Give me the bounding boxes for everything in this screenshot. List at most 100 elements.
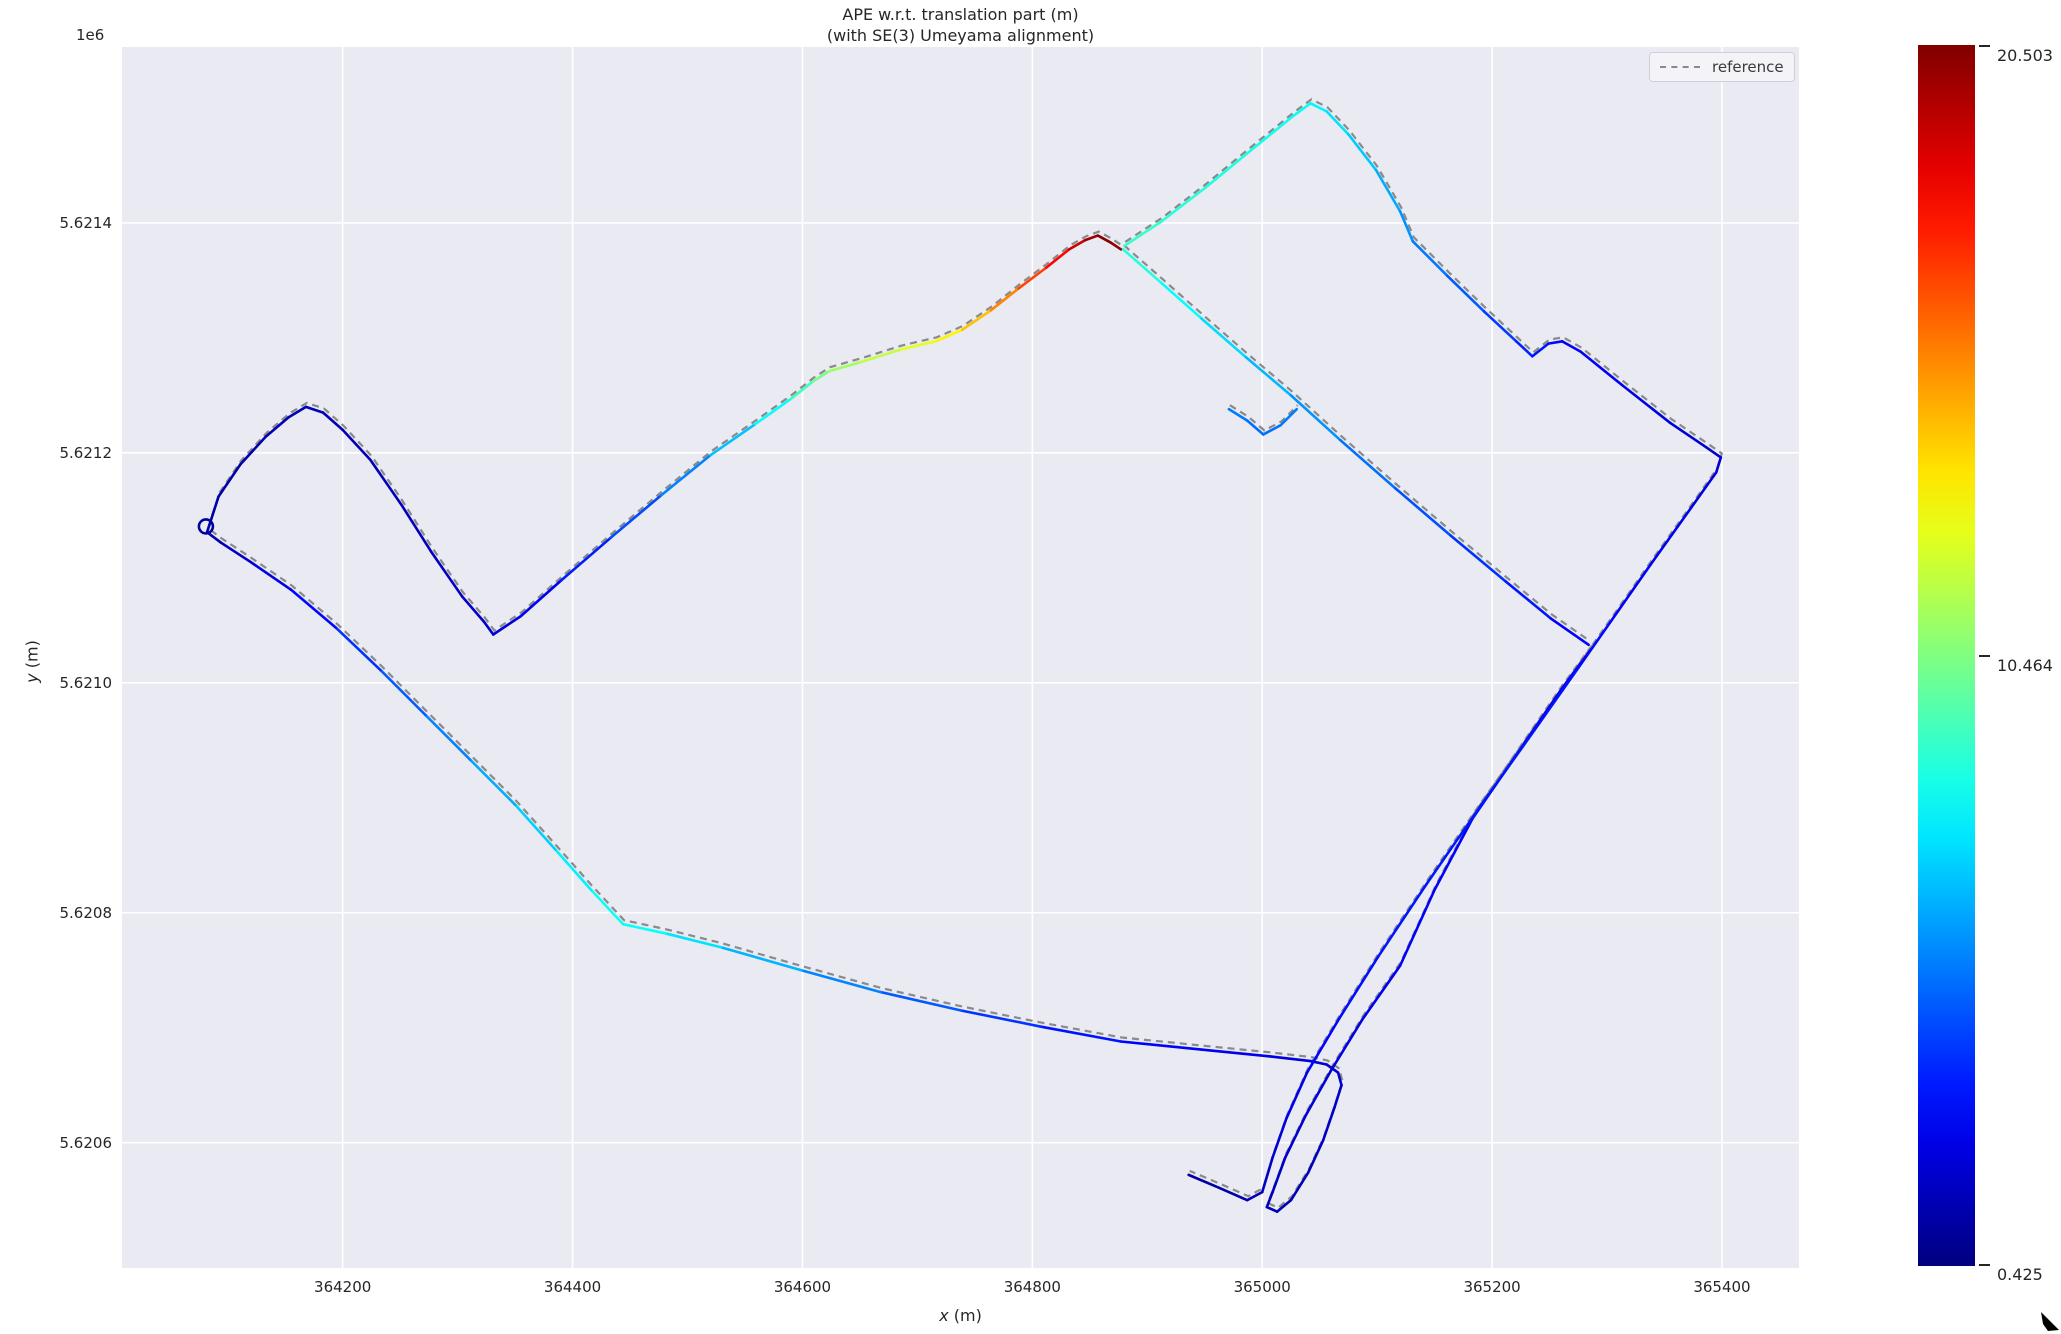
x-tick-label: 364800 — [1003, 1278, 1061, 1296]
estimate-trajectory-segment — [1067, 238, 1087, 251]
estimate-trajectory-segment — [559, 536, 612, 582]
estimate-trajectory-segment — [1245, 1190, 1264, 1202]
estimate-trajectory-segment — [879, 990, 963, 1012]
reference-trajectory — [206, 230, 1593, 1209]
estimate-trajectory-segment — [960, 308, 993, 332]
colorbar — [1918, 45, 1975, 1266]
estimate-trajectory-segment — [482, 620, 495, 636]
estimate-trajectory-segment — [1017, 266, 1048, 290]
estimate-trajectory-segment — [1577, 620, 1612, 670]
estimate-trajectory-segment — [811, 369, 831, 383]
estimate-trajectory-segment — [800, 968, 882, 994]
estimate-trajectory-segment — [205, 495, 220, 534]
estimate-trajectory-segment — [1289, 1171, 1310, 1202]
estimate-trajectory-segment — [1325, 110, 1350, 136]
estimate-trajectory-segment — [1668, 421, 1708, 449]
estimate-trajectory-segment — [1268, 1055, 1312, 1063]
estimate-trajectory-segment — [1309, 102, 1328, 113]
estimate-trajectory-segment — [1271, 1156, 1287, 1194]
estimate-trajectory-segment — [1394, 487, 1453, 537]
estimate-trajectory-segment — [1265, 1205, 1279, 1213]
y-tick-label: 5.6210 — [59, 673, 113, 692]
estimate-trajectory-segment — [1374, 168, 1402, 213]
estimate-trajectory-segment — [1321, 1105, 1336, 1142]
estimate-trajectory-segment — [1531, 342, 1550, 358]
estimate-trajectory-segment — [1122, 220, 1163, 248]
estimate-trajectory-segment — [1398, 888, 1436, 967]
estimate-trajectory-segment — [934, 328, 964, 343]
estimate-trajectory-segment — [341, 428, 372, 462]
colorbar-label-min: 0.425 — [1997, 1265, 2043, 1284]
estimate-trajectory-segment — [289, 588, 338, 629]
y-tick-label: 5.6206 — [59, 1133, 113, 1152]
estimate-trajectory-segment — [519, 579, 563, 618]
estimate-trajectory-segment — [1337, 955, 1380, 1020]
estimate-trajectory-segment — [1200, 1048, 1272, 1058]
estimate-trajectory-segment — [1289, 394, 1342, 442]
estimate-trajectory-segment — [1560, 340, 1582, 353]
x-axis-label: x (m) — [122, 1306, 1799, 1325]
estimate-trajectory-segment — [659, 453, 712, 497]
estimate-trajectory-segment — [379, 668, 427, 717]
estimate-trajectory-segment — [1262, 423, 1282, 436]
estimate-trajectory-segment — [1579, 350, 1624, 387]
estimate-trajectory-segment — [1283, 1113, 1308, 1159]
estimate-trajectory-segment — [1433, 817, 1474, 892]
estimate-trajectory-segment — [1083, 234, 1100, 242]
estimate-trajectory-segment — [1333, 1083, 1343, 1109]
estimate-trajectory-segment — [1265, 1190, 1274, 1209]
reference-trajectory — [1229, 404, 1299, 432]
colorbar-tick-mid — [1979, 655, 1990, 657]
estimate-trajectory-segment — [287, 405, 308, 419]
estimate-trajectory-segment — [1204, 149, 1253, 189]
estimate-trajectory-segment — [1187, 1173, 1220, 1189]
estimate-trajectory-segment — [1620, 383, 1672, 425]
estimate-trajectory-segment — [1325, 1063, 1340, 1074]
estimate-trajectory-segment — [1200, 317, 1248, 359]
estimate-trajectory-segment — [589, 888, 625, 926]
estimate-trajectory-segment — [1119, 1040, 1203, 1051]
estimate-trajectory-segment — [239, 435, 267, 466]
estimate-trajectory-segment — [1249, 114, 1295, 152]
estimate-trajectory-segment — [1449, 534, 1508, 583]
x-tick-label: 364600 — [773, 1278, 832, 1296]
estimate-trajectory-segment — [664, 932, 723, 949]
estimate-trajectory-segment — [900, 340, 938, 351]
estimate-trajectory-segment — [754, 397, 793, 426]
legend-box: reference — [1649, 52, 1795, 82]
estimate-trajectory-segment — [249, 560, 293, 591]
estimate-trajectory-segment — [1533, 666, 1580, 732]
estimate-trajectory-segment — [1609, 563, 1653, 624]
chart-title-line1: APE w.r.t. translation part (m) — [842, 5, 1079, 24]
colorbar-label-max: 20.503 — [1997, 46, 2053, 65]
estimate-trajectory-segment — [709, 422, 757, 457]
x-tick-label: 365200 — [1463, 1278, 1521, 1296]
y-tick-label: 5.6212 — [59, 443, 113, 462]
colorbar-tick-min — [1979, 1264, 1990, 1266]
estimate-trajectory-segment — [719, 945, 803, 972]
estimate-trajectory-segment — [1714, 456, 1723, 474]
estimate-trajectory-segment — [368, 458, 403, 506]
estimate-trajectory-segment — [1504, 580, 1553, 620]
estimate-trajectory-segment — [1411, 240, 1449, 278]
reference-trajectory — [1124, 98, 1724, 1198]
estimate-trajectory-segment — [1109, 241, 1123, 251]
estimate-trajectory-segment — [1245, 419, 1265, 436]
estimate-trajectory-segment — [859, 348, 903, 364]
estimate-trajectory-segment — [1260, 1156, 1274, 1194]
estimate-trajectory-segment — [1479, 728, 1536, 808]
estimate-trajectory-segment — [1304, 1068, 1333, 1117]
estimate-trajectory-segment — [1159, 281, 1203, 320]
colorbar-label-mid: 10.464 — [1997, 656, 2053, 675]
estimate-trajectory-segment — [1291, 102, 1312, 118]
estimate-trajectory-segment — [1044, 248, 1071, 270]
estimate-trajectory-segment — [1227, 407, 1249, 422]
estimate-trajectory-segment — [554, 848, 593, 892]
estimate-trajectory-segment — [789, 380, 815, 401]
estimate-trajectory-segment — [827, 360, 863, 373]
estimate-trajectory-segment — [1377, 882, 1428, 958]
estimate-trajectory-segment — [1339, 438, 1397, 490]
estimate-trajectory-segment — [959, 1009, 1042, 1028]
estimate-trajectory-segment — [1039, 1025, 1123, 1043]
estimate-trajectory-segment — [1360, 964, 1402, 1021]
